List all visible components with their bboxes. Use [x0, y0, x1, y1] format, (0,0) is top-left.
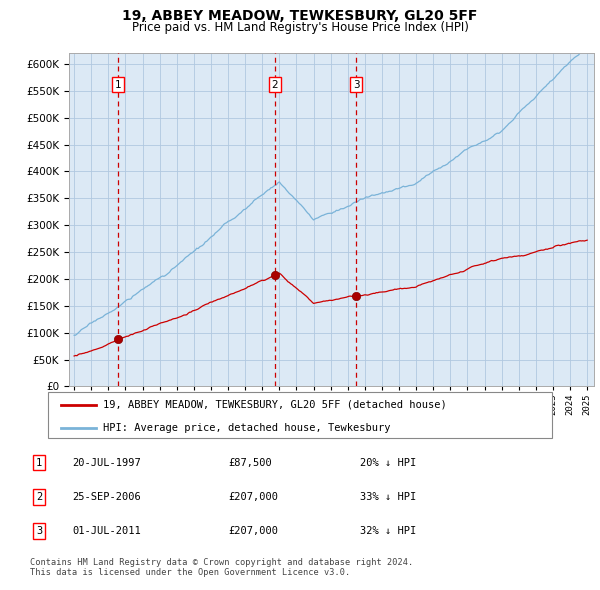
Text: 25-SEP-2006: 25-SEP-2006 — [72, 492, 141, 502]
Text: Contains HM Land Registry data © Crown copyright and database right 2024.
This d: Contains HM Land Registry data © Crown c… — [30, 558, 413, 577]
Text: 3: 3 — [36, 526, 42, 536]
Text: 3: 3 — [353, 80, 359, 90]
Text: HPI: Average price, detached house, Tewkesbury: HPI: Average price, detached house, Tewk… — [103, 422, 391, 432]
Text: 33% ↓ HPI: 33% ↓ HPI — [360, 492, 416, 502]
Text: 1: 1 — [115, 80, 121, 90]
Text: 20-JUL-1997: 20-JUL-1997 — [72, 458, 141, 467]
Text: 32% ↓ HPI: 32% ↓ HPI — [360, 526, 416, 536]
FancyBboxPatch shape — [48, 392, 552, 438]
Text: 19, ABBEY MEADOW, TEWKESBURY, GL20 5FF (detached house): 19, ABBEY MEADOW, TEWKESBURY, GL20 5FF (… — [103, 399, 447, 409]
Text: £207,000: £207,000 — [228, 492, 278, 502]
Text: 01-JUL-2011: 01-JUL-2011 — [72, 526, 141, 536]
Text: Price paid vs. HM Land Registry's House Price Index (HPI): Price paid vs. HM Land Registry's House … — [131, 21, 469, 34]
Text: 19, ABBEY MEADOW, TEWKESBURY, GL20 5FF: 19, ABBEY MEADOW, TEWKESBURY, GL20 5FF — [122, 9, 478, 23]
Text: 1: 1 — [36, 458, 42, 467]
Text: 2: 2 — [36, 492, 42, 502]
Text: £207,000: £207,000 — [228, 526, 278, 536]
Text: 2: 2 — [271, 80, 278, 90]
Text: 20% ↓ HPI: 20% ↓ HPI — [360, 458, 416, 467]
Text: £87,500: £87,500 — [228, 458, 272, 467]
